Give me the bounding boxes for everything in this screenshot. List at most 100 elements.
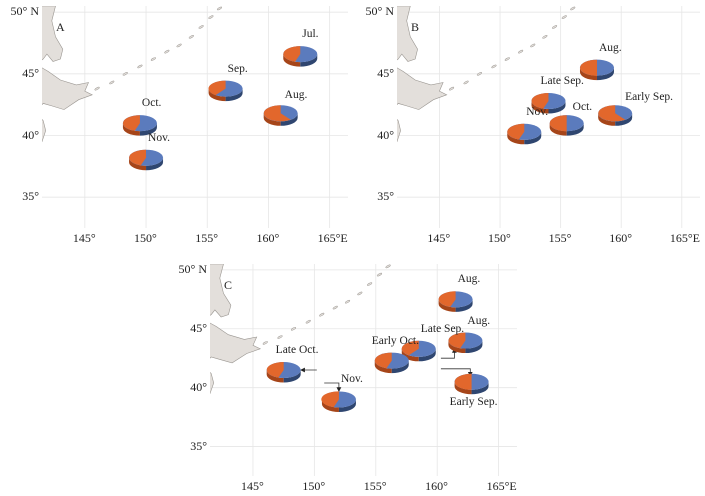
panel-label: B [411,20,420,34]
kuril-island [150,57,156,61]
pie-slice-orange [266,362,284,378]
pie-side-orange [321,399,339,412]
pie-side-blue [465,340,483,354]
pie-label: Jul. [302,28,319,41]
pie-marker [263,105,298,126]
kuril-island [198,25,204,29]
pie-side-blue [524,131,542,145]
pie-slice-orange [580,59,597,76]
pie-slice-orange [454,373,472,390]
pie-marker [549,115,584,136]
sakhalin-landmass [42,6,64,62]
pie-slice-orange [401,340,419,356]
pie-slice-orange [507,123,525,140]
pie-marker [208,80,243,102]
pie-side-blue [300,54,318,67]
kuril-island [561,15,567,19]
pie-marker [454,373,489,395]
pie-side-blue [548,100,566,114]
pie-label: Late Sep. [420,322,465,335]
pie-label: Late Oct. [275,344,319,356]
pie-side-orange [283,54,301,67]
kuril-island [305,319,311,324]
pie-side-orange [129,157,147,171]
lon-tick-label: 150° [302,479,326,493]
kuril-island [385,264,391,269]
pie-side-orange [598,113,616,126]
pie-side-orange [266,370,284,383]
pie-label: Nov. [148,131,170,144]
lat-tick-label: 35° [377,189,394,204]
kuril-island [344,299,351,304]
hokkaido-landmass [42,67,93,110]
honshu-landmass [42,119,47,143]
pie-side-orange [122,123,140,136]
pie-side-blue [596,67,614,81]
pie-label: Early Sep. [449,395,498,408]
pie-marker [283,46,318,67]
kuril-island [94,86,100,91]
kuril-island [164,49,170,54]
pie-label: Oct. [141,97,162,110]
pie-slice-orange [129,149,147,166]
migration-arrow [324,382,342,392]
pie-label: Aug. [284,89,308,102]
pie-side-blue [139,123,157,136]
kuril-island [570,6,576,11]
kuril-island [476,72,482,76]
hokkaido-landmass [210,322,262,364]
pie-label: Sep. [227,62,248,75]
kuril-island [376,272,383,277]
pie-side-orange [454,381,472,395]
lat-tick-label: 50° N [365,4,394,19]
sakhalin-landmass [210,264,232,318]
pie-slice-orange [123,115,140,131]
kuril-island [109,80,115,85]
pie-side-orange [374,360,392,374]
pie-side-blue [225,88,243,102]
map-panel-a: A 50° N 45° 40° 35° 145° 150° 155° 160° 165°E Jul.… [0,0,352,248]
kuril-island [290,327,297,331]
pie-label: Early Sep. [625,91,674,104]
map-panel-c: C 50° N 45° 40° 35° 145° 150° 155° 160° 165°E Aug.… [160,258,530,496]
pie-label: Early Oct. [371,334,419,347]
pie-slice-orange [438,291,456,307]
panel-label: C [224,278,233,292]
map-svg [397,6,700,228]
kuril-island [332,305,338,310]
lon-tick-label: 155° [363,479,387,493]
kuril-island [216,6,223,11]
lat-tick-label: 45° [22,65,39,80]
lon-tick-label: 160° [609,231,633,245]
pie-marker [321,391,356,412]
kuril-island [463,80,469,85]
pie-marker [531,92,566,114]
lat-tick-label: 40° [190,379,207,394]
pie-side-orange [507,131,525,145]
kuril-island [319,312,325,317]
pie-slice-orange [263,105,291,122]
pie-side-blue [615,113,633,126]
pie-label: Nov. [526,105,549,118]
pie-slice-orange [283,46,301,62]
lat-tick-label: 40° [377,127,394,142]
map-panel-b: B 50° N 45° 40° 35° 145° 150° 155° 160° 165°E Aug.… [352,0,705,248]
kuril-island [357,291,363,296]
pie-label: Late Sep. [540,74,584,87]
kuril-island [262,341,268,345]
pie-side-orange [579,67,597,81]
sakhalin-landmass [397,6,418,62]
lat-tick-label: 45° [377,65,394,80]
map-svg [42,6,348,228]
lon-tick-label: 150° [488,231,511,245]
pie-side-orange [263,113,281,126]
migration-arrow [440,368,473,377]
kuril-island [530,43,536,48]
lon-tick-label: 155° [548,231,572,245]
pie-side-orange [531,100,549,114]
pie-slice-orange [598,105,626,122]
lon-tick-label: 150° [134,231,157,245]
lon-tick-label: 165°E [669,231,700,245]
lat-tick-label: 45° [190,320,207,335]
honshu-landmass [210,371,215,395]
